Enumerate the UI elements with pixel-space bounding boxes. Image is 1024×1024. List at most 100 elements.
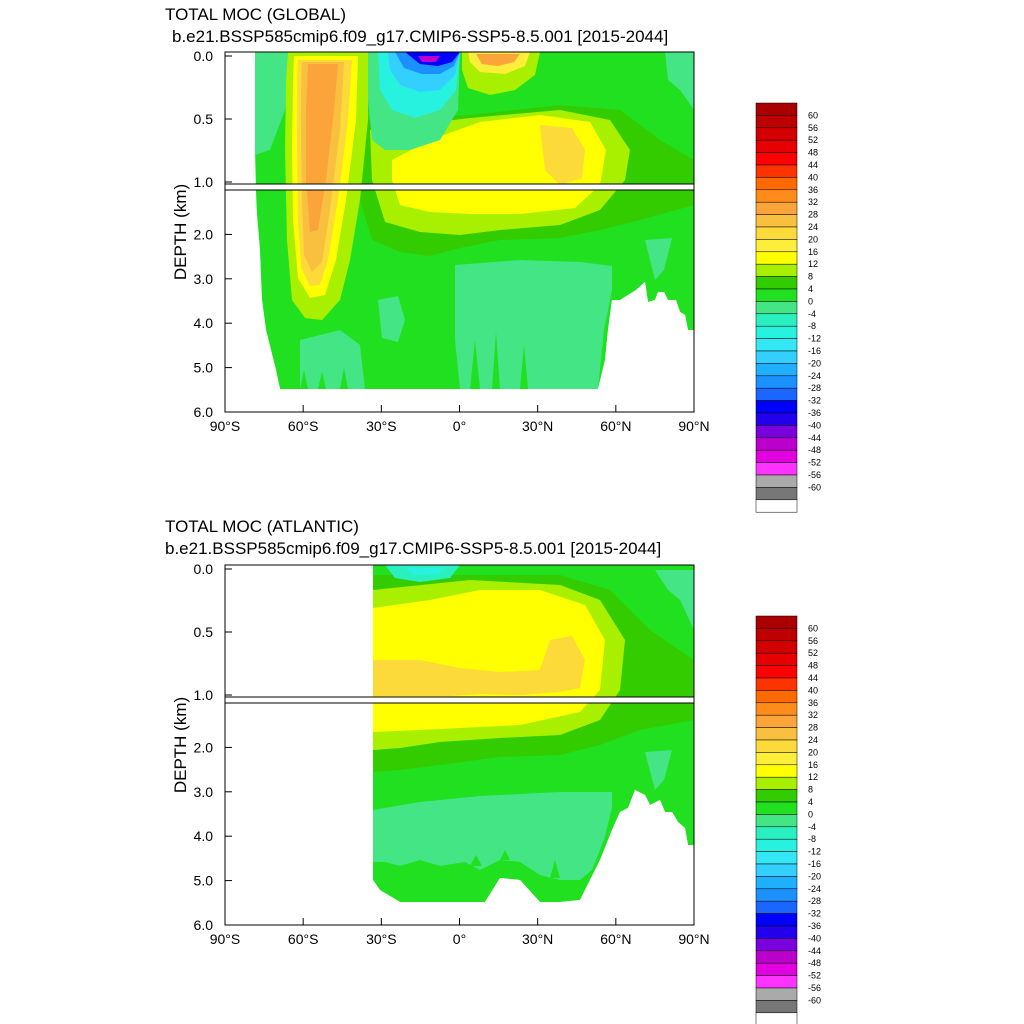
x-tick-label-atlantic-6: 90°N <box>678 931 709 947</box>
x-tick-label-global-6: 90°N <box>678 418 709 434</box>
colorbar-label-global-28: -52 <box>808 458 821 468</box>
colorbar-label-atlantic-23: -32 <box>808 909 821 919</box>
x-tick-label-global-0: 90°S <box>210 418 241 434</box>
band-neg-4-f <box>665 52 694 110</box>
colorbar-box-atlantic-3 <box>755 652 798 666</box>
colorbar-box-global-23 <box>755 387 798 401</box>
colorbar-label-global-0: 60 <box>808 110 818 120</box>
y-axis-label-global: DEPTH (km) <box>171 184 190 280</box>
contour-field-global <box>225 52 694 412</box>
band-neg-4-e <box>255 52 290 155</box>
colorbar-label-global-11: 16 <box>808 247 818 257</box>
colorbar-label-atlantic-30: -60 <box>808 995 821 1005</box>
colorbar-box-global-8 <box>755 201 798 215</box>
chart-subtitle-global: b.e21.BSSP585cmip6.f09_g17.CMIP6-SSP5-8.… <box>172 27 668 46</box>
colorbar-label-atlantic-12: 12 <box>808 772 818 782</box>
colorbar-label-global-7: 32 <box>808 197 818 207</box>
colorbar-label-global-10: 20 <box>808 234 818 244</box>
colorbar-label-atlantic-15: 0 <box>808 809 813 819</box>
colorbar-box-atlantic-22 <box>755 888 798 902</box>
colorbar-box-atlantic-28 <box>755 962 798 976</box>
y-tick-label-lower-atlantic-0: 2.0 <box>194 739 214 755</box>
colorbar-box-atlantic-6 <box>755 690 798 704</box>
y-tick-label-lower-global-1: 3.0 <box>194 271 214 287</box>
colorbar-box-atlantic-23 <box>755 900 798 914</box>
band-neg-4-atl-b <box>645 750 672 790</box>
colorbar-box-atlantic-14 <box>755 789 798 803</box>
colorbar-box-global-17 <box>755 313 798 327</box>
bathymetry-spikes-atl <box>470 850 560 878</box>
colorbar-box-atlantic-21 <box>755 876 798 890</box>
y-tick-label-lower-atlantic-3: 5.0 <box>194 873 214 889</box>
colorbar-box-global-2 <box>755 127 798 141</box>
y-tick-label-upper-global-2: 1.0 <box>194 174 214 190</box>
colorbar-label-atlantic-7: 32 <box>808 710 818 720</box>
band-neg-4-b <box>300 330 365 389</box>
y-tick-label-lower-global-2: 4.0 <box>194 315 214 331</box>
colorbar-label-atlantic-20: -20 <box>808 871 821 881</box>
colorbar-label-global-6: 36 <box>808 185 818 195</box>
colorbar-label-atlantic-25: -40 <box>808 933 821 943</box>
y-tick-label-lower-global-0: 2.0 <box>194 226 214 242</box>
colorbar-label-atlantic-27: -48 <box>808 958 821 968</box>
colorbar-box-global-13 <box>755 263 798 277</box>
colorbar-label-atlantic-1: 56 <box>808 636 818 646</box>
band-neg-4-atl-c <box>655 570 694 630</box>
colorbar-box-global-19 <box>755 338 798 352</box>
colorbar-box-global-20 <box>755 350 798 364</box>
y-tick-label-lower-atlantic-4: 6.0 <box>194 917 214 933</box>
colorbar-label-global-9: 24 <box>808 222 818 232</box>
colorbar-label-global-20: -20 <box>808 358 821 368</box>
colorbar-box-atlantic-26 <box>755 938 798 952</box>
colorbar-box-atlantic-7 <box>755 702 798 716</box>
panel-global: TOTAL MOC (GLOBAL) b.e21.BSSP585cmip6.f0… <box>165 5 710 434</box>
colorbar-box-global-27 <box>755 437 798 451</box>
colorbar-label-global-18: -12 <box>808 334 821 344</box>
cell-atl-surf-neg-b <box>405 568 445 575</box>
colorbar-box-atlantic-19 <box>755 851 798 865</box>
colorbar-box-global-28 <box>755 449 798 463</box>
cell-north-surf-24 <box>476 54 520 66</box>
y-tick-label-lower-atlantic-2: 4.0 <box>194 828 214 844</box>
panel-atlantic: TOTAL MOC (ATLANTIC) b.e21.BSSP585cmip6.… <box>165 517 710 947</box>
colorbar-box-atlantic-25 <box>755 925 798 939</box>
colorbar-label-atlantic-26: -44 <box>808 946 821 956</box>
colorbar-label-atlantic-17: -8 <box>808 834 816 844</box>
axis-ticks-atlantic: 90°S 60°S 30°S 0° 30°N 60°N 90°N 0.0 0.5 1.0 2.0 3.… <box>194 561 710 947</box>
colorbar-label-global-17: -8 <box>808 321 816 331</box>
colorbar-box-global-21 <box>755 363 798 377</box>
colorbar-label-global-30: -60 <box>808 482 821 492</box>
colorbar-box-atlantic-30 <box>755 987 798 1001</box>
band-neg-4-atl <box>373 792 612 880</box>
bathymetry-spikes-global <box>300 332 528 389</box>
colorbar-label-global-12: 12 <box>808 259 818 269</box>
colorbar-box-global-12 <box>755 251 798 265</box>
colorbar-box-global-5 <box>755 164 798 178</box>
y-tick-label-upper-atlantic-0: 0.0 <box>194 561 214 577</box>
colorbar-box-global-11 <box>755 239 798 253</box>
colorbar-box-atlantic-18 <box>755 838 798 852</box>
x-tick-label-global-4: 30°N <box>522 418 553 434</box>
colorbar-label-atlantic-9: 24 <box>808 735 818 745</box>
colorbar-label-atlantic-16: -4 <box>808 822 816 832</box>
colorbar-box-global-26 <box>755 425 798 439</box>
colorbar-label-global-15: 0 <box>808 296 813 306</box>
colorbar-label-global-8: 28 <box>808 210 818 220</box>
colorbar-box-atlantic-10 <box>755 739 798 753</box>
band-neg-4-c <box>378 296 405 342</box>
colorbar-box-global-6 <box>755 177 798 191</box>
colorbar-label-global-23: -32 <box>808 396 821 406</box>
colorbar-global: 60565248444036322824201612840-4-8-12-16-… <box>755 102 821 513</box>
axis-break-atlantic <box>224 697 696 703</box>
colorbar-label-global-14: 4 <box>808 284 813 294</box>
colorbar-box-atlantic-27 <box>755 950 798 964</box>
colorbar-label-atlantic-8: 28 <box>808 723 818 733</box>
colorbar-label-global-16: -4 <box>808 309 816 319</box>
colorbar-label-global-27: -48 <box>808 445 821 455</box>
colorbar-box-atlantic-16 <box>755 814 798 828</box>
colorbar-label-global-22: -28 <box>808 383 821 393</box>
y-tick-label-upper-atlantic-2: 1.0 <box>194 687 214 703</box>
colorbar-label-atlantic-3: 48 <box>808 661 818 671</box>
band-neg-4-d <box>645 238 672 280</box>
colorbar-box-atlantic-2 <box>755 640 798 654</box>
